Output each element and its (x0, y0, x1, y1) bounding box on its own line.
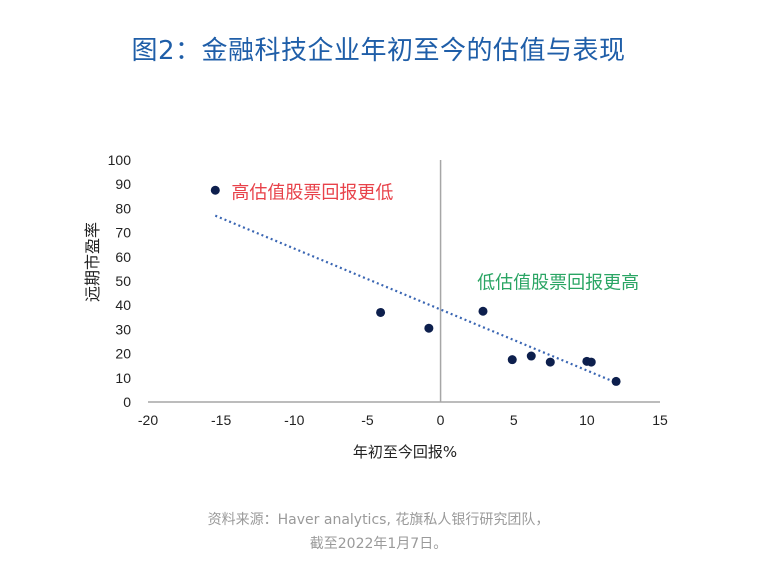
data-point (545, 357, 555, 367)
x-tick-label: 10 (579, 412, 595, 428)
source-line-2: 截至2022年1月7日。 (309, 536, 448, 552)
y-tick-label: 50 (115, 273, 131, 289)
x-axis-ticks: -20 -15 -10 -5 0 5 10 15 (138, 412, 668, 428)
y-tick-label: 60 (115, 249, 131, 265)
y-tick-label: 0 (123, 394, 131, 410)
y-tick-label: 80 (115, 200, 131, 216)
x-axis-label: 年初至今回报% (353, 443, 457, 461)
x-tick-label: 0 (437, 412, 445, 428)
x-tick-label: -20 (138, 412, 158, 428)
data-point (611, 376, 621, 386)
x-tick-label: 5 (510, 412, 518, 428)
data-point (424, 323, 434, 333)
data-point (586, 357, 596, 367)
y-tick-label: 20 (115, 346, 131, 362)
source-note: 资料来源：Haver analytics, 花旗私人银行研究团队， 截至2022… (0, 508, 757, 556)
y-axis-label: 远期市盈率 (83, 222, 102, 302)
data-point (376, 307, 386, 317)
y-tick-label: 70 (115, 225, 131, 241)
y-tick-label: 90 (115, 176, 131, 192)
x-tick-label: -15 (211, 412, 231, 428)
y-axis-ticks: 0 10 20 30 40 50 60 70 80 90 100 (108, 152, 132, 410)
y-tick-label: 10 (115, 370, 131, 386)
data-point (507, 355, 517, 365)
x-tick-label: -5 (361, 412, 374, 428)
data-point (210, 185, 220, 195)
x-tick-label: 15 (652, 412, 668, 428)
chart-title: 图2：金融科技企业年初至今的估值与表现 (131, 36, 626, 66)
scatter-chart: 0 10 20 30 40 50 60 70 80 90 100 -20 -15 -10 -5 0 5 10 15… (83, 152, 668, 461)
data-points (210, 185, 621, 386)
x-tick-label: -10 (284, 412, 304, 428)
annotation-label: 高估值股票回报更低 (231, 183, 393, 204)
annotation-label: 低估值股票回报更高 (477, 272, 639, 293)
source-line-1: 资料来源：Haver analytics, 花旗私人银行研究团队， (207, 512, 550, 528)
data-point (526, 351, 536, 361)
y-tick-label: 30 (115, 321, 131, 337)
y-tick-label: 40 (115, 297, 131, 313)
trendline (214, 214, 617, 384)
y-tick-label: 100 (108, 152, 132, 168)
data-point (478, 306, 488, 316)
